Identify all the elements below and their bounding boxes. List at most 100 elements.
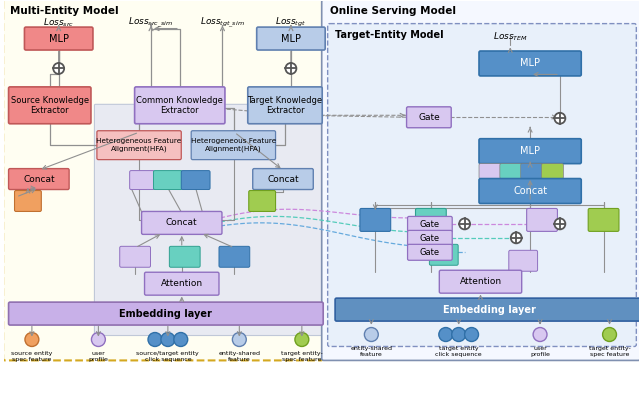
Circle shape	[364, 327, 378, 342]
FancyBboxPatch shape	[479, 139, 581, 164]
FancyBboxPatch shape	[181, 171, 210, 190]
Text: Attention: Attention	[460, 277, 502, 286]
Text: Heterogeneous Feature
Alignment(HFA): Heterogeneous Feature Alignment(HFA)	[97, 138, 182, 152]
FancyBboxPatch shape	[141, 211, 222, 234]
Text: Target-Entity Model: Target-Entity Model	[335, 30, 444, 40]
Circle shape	[554, 113, 565, 124]
FancyBboxPatch shape	[527, 209, 557, 231]
Circle shape	[161, 333, 175, 346]
Text: target entity
click sequence: target entity click sequence	[435, 346, 482, 357]
Text: Attention: Attention	[161, 279, 203, 288]
FancyBboxPatch shape	[97, 131, 181, 160]
FancyBboxPatch shape	[248, 87, 322, 124]
Text: MLP: MLP	[49, 34, 68, 43]
FancyBboxPatch shape	[8, 169, 69, 190]
Text: entity-shared
feature: entity-shared feature	[350, 346, 392, 357]
Text: target entity-
spec feature: target entity- spec feature	[281, 352, 323, 362]
Text: $\mathit{Loss}_{src\_sim}$: $\mathit{Loss}_{src\_sim}$	[129, 15, 173, 30]
Text: $\mathit{Loss}_{src}$: $\mathit{Loss}_{src}$	[43, 16, 74, 29]
Text: Concat: Concat	[513, 186, 547, 196]
Circle shape	[295, 333, 309, 346]
FancyBboxPatch shape	[120, 246, 150, 267]
Text: source/target entity
click sequence: source/target entity click sequence	[136, 352, 199, 362]
Text: MLP: MLP	[520, 58, 540, 68]
Text: $\mathit{Loss}_{TEM}$: $\mathit{Loss}_{TEM}$	[493, 30, 528, 43]
FancyBboxPatch shape	[541, 164, 563, 179]
FancyBboxPatch shape	[408, 245, 452, 260]
Text: MLP: MLP	[281, 34, 301, 43]
FancyBboxPatch shape	[406, 107, 451, 128]
FancyBboxPatch shape	[249, 190, 276, 211]
Text: Gate: Gate	[420, 234, 440, 243]
FancyBboxPatch shape	[360, 209, 390, 231]
FancyBboxPatch shape	[479, 164, 501, 179]
FancyBboxPatch shape	[257, 27, 325, 50]
FancyBboxPatch shape	[408, 230, 452, 246]
FancyBboxPatch shape	[521, 164, 543, 179]
FancyBboxPatch shape	[170, 246, 200, 267]
Text: Gate: Gate	[418, 113, 440, 122]
FancyBboxPatch shape	[145, 272, 219, 295]
FancyBboxPatch shape	[8, 302, 323, 325]
Text: Common Knowledge
Extractor: Common Knowledge Extractor	[136, 96, 223, 115]
Text: Concat: Concat	[23, 175, 54, 184]
Text: user
profile: user profile	[530, 346, 550, 357]
Circle shape	[174, 333, 188, 346]
FancyBboxPatch shape	[8, 87, 91, 124]
Text: Embedding layer: Embedding layer	[120, 308, 212, 319]
FancyBboxPatch shape	[154, 171, 182, 190]
Circle shape	[25, 333, 39, 346]
Text: MLP: MLP	[520, 146, 540, 156]
FancyBboxPatch shape	[415, 209, 446, 231]
FancyBboxPatch shape	[479, 51, 581, 76]
Text: Multi-Entity Model: Multi-Entity Model	[10, 6, 118, 16]
Circle shape	[603, 327, 616, 342]
Text: Gate: Gate	[420, 220, 440, 229]
FancyBboxPatch shape	[322, 0, 640, 360]
Circle shape	[554, 218, 565, 229]
Circle shape	[53, 63, 64, 74]
Circle shape	[232, 333, 246, 346]
Circle shape	[459, 218, 470, 229]
FancyBboxPatch shape	[95, 104, 323, 335]
FancyBboxPatch shape	[3, 0, 323, 360]
FancyBboxPatch shape	[253, 169, 313, 190]
Text: user
profile: user profile	[88, 352, 108, 362]
Circle shape	[92, 333, 106, 346]
FancyBboxPatch shape	[429, 245, 458, 265]
FancyBboxPatch shape	[500, 164, 522, 179]
Text: Concat: Concat	[166, 218, 198, 228]
Circle shape	[465, 327, 479, 342]
Text: Embedding layer: Embedding layer	[443, 305, 536, 314]
Text: Heterogeneous Feature
Alignment(HFA): Heterogeneous Feature Alignment(HFA)	[191, 138, 276, 152]
FancyBboxPatch shape	[509, 250, 538, 271]
Text: Target Knowledge
Extractor: Target Knowledge Extractor	[248, 96, 323, 115]
Circle shape	[285, 63, 296, 74]
FancyBboxPatch shape	[588, 209, 619, 231]
Text: $\mathit{Loss}_{tgt\_sim}$: $\mathit{Loss}_{tgt\_sim}$	[200, 15, 245, 30]
Text: Concat: Concat	[267, 175, 299, 184]
FancyBboxPatch shape	[219, 246, 250, 267]
FancyBboxPatch shape	[15, 190, 42, 211]
Text: entity-shared
feature: entity-shared feature	[218, 352, 260, 362]
FancyBboxPatch shape	[130, 171, 154, 190]
FancyBboxPatch shape	[191, 131, 276, 160]
FancyBboxPatch shape	[335, 298, 640, 321]
Text: Source Knowledge
Extractor: Source Knowledge Extractor	[11, 96, 89, 115]
Text: target entity-
spec feature: target entity- spec feature	[589, 346, 630, 357]
FancyBboxPatch shape	[439, 270, 522, 293]
Circle shape	[439, 327, 452, 342]
Circle shape	[533, 327, 547, 342]
Circle shape	[511, 232, 522, 243]
FancyBboxPatch shape	[479, 179, 581, 203]
FancyBboxPatch shape	[328, 24, 636, 346]
Text: $\mathit{Loss}_{tgt}$: $\mathit{Loss}_{tgt}$	[275, 16, 307, 29]
Text: source entity
spec feature: source entity spec feature	[12, 352, 52, 362]
FancyBboxPatch shape	[408, 216, 452, 232]
Circle shape	[148, 333, 162, 346]
FancyBboxPatch shape	[134, 87, 225, 124]
Text: Gate: Gate	[420, 248, 440, 257]
FancyBboxPatch shape	[24, 27, 93, 50]
Circle shape	[452, 327, 466, 342]
Text: Online Serving Model: Online Serving Model	[330, 6, 456, 16]
